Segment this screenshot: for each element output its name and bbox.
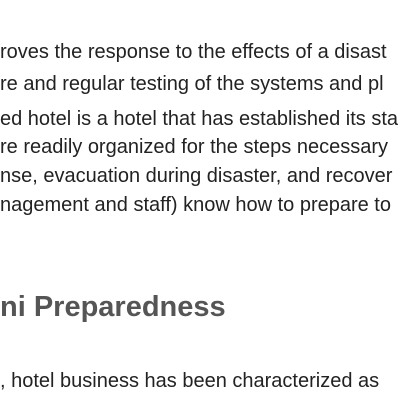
paragraph-line: re and regular testing of the systems an… <box>0 73 384 95</box>
paragraph-line: re readily organized for the steps neces… <box>0 136 388 158</box>
paragraph-line: roves the response to the effects of a d… <box>0 41 387 63</box>
paragraph-line: nagement and staff) know how to prepare … <box>0 194 391 216</box>
paragraph-line: ed hotel is a hotel that has established… <box>0 108 399 130</box>
paragraph-line: , hotel business has been characterized … <box>0 370 380 392</box>
paragraph-line: nse, evacuation during disaster, and rec… <box>0 165 393 187</box>
section-heading: ni Preparedness <box>0 291 226 323</box>
